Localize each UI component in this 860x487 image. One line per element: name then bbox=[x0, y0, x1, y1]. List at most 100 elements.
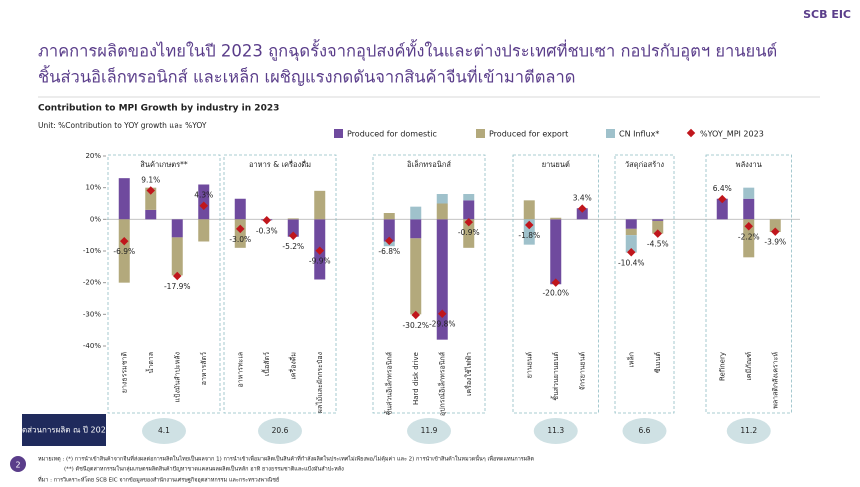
group-name: ยานยนต์ bbox=[542, 160, 570, 169]
x-tick-label: ซีเมนต์ bbox=[654, 352, 662, 374]
yoy-marker bbox=[120, 236, 129, 246]
chart-unit: Unit: %Contribution to YOY growth และ %Y… bbox=[38, 121, 207, 130]
bar-segment bbox=[287, 219, 299, 237]
yoy-label: 4.3% bbox=[194, 191, 213, 200]
share-ellipse bbox=[622, 418, 667, 444]
bar-segment bbox=[234, 219, 246, 248]
x-tick-label: เนื้อสัตว์ bbox=[260, 352, 271, 376]
bar-segment bbox=[625, 228, 637, 236]
bar-segment bbox=[436, 219, 448, 340]
bar-segment bbox=[625, 235, 637, 253]
x-tick-label: Refinery bbox=[718, 352, 726, 381]
y-tick-label: -30% bbox=[83, 310, 101, 318]
bar-segment bbox=[145, 209, 157, 220]
x-tick-label: น้ำตาล bbox=[144, 352, 155, 373]
yoy-label: -6.9% bbox=[113, 247, 135, 256]
yoy-marker bbox=[262, 216, 271, 225]
group-name: อิเล็กทรอนิกส์ bbox=[407, 159, 452, 169]
group-box bbox=[372, 154, 486, 414]
share-value: 11.3 bbox=[547, 426, 564, 435]
share-ellipse bbox=[726, 418, 771, 444]
x-tick-label: พลาสติกสังเคราะห์ bbox=[771, 352, 779, 409]
bar-segment bbox=[145, 187, 157, 210]
bar-segment bbox=[716, 198, 728, 220]
group-name: สินค้าเกษตร** bbox=[140, 160, 188, 169]
footer-note: ที่มา : การวิเคราะห์โดย SCB EIC จากข้อมู… bbox=[38, 476, 280, 484]
bar-segment bbox=[410, 219, 422, 239]
bar-segment bbox=[463, 219, 475, 248]
yoy-label: 9.1% bbox=[141, 176, 160, 185]
share-ellipse bbox=[258, 418, 302, 444]
yoy-marker bbox=[173, 271, 182, 281]
bar-segment bbox=[436, 194, 448, 204]
yoy-label: -3.9% bbox=[764, 238, 786, 247]
yoy-marker bbox=[146, 186, 155, 195]
yoy-label: -10.4% bbox=[618, 258, 645, 267]
legend-swatch bbox=[606, 129, 615, 138]
legend-swatch bbox=[476, 129, 485, 138]
x-tick-label: ชิ้นส่วนยานยนต์ bbox=[549, 352, 560, 401]
x-tick-label: จักรยานยนต์ bbox=[578, 352, 586, 391]
x-tick-label: ชิ้นส่วนอิเล็กทรอนิกส์ bbox=[382, 351, 393, 415]
bar-segment bbox=[436, 203, 448, 220]
x-tick-label: Hard disk drive bbox=[412, 352, 420, 405]
yoy-label: -0.3% bbox=[256, 226, 278, 235]
bar-segment bbox=[743, 198, 755, 220]
yoy-marker bbox=[411, 310, 420, 320]
bar-segment bbox=[550, 217, 562, 220]
y-tick-label: 20% bbox=[85, 152, 101, 160]
logo: SCB EIC bbox=[803, 8, 851, 21]
title-line: ภาคการผลิตของไทยในปี 2023 ถูกฉุดรั้งจากอ… bbox=[38, 39, 777, 62]
y-tick-label: 0% bbox=[90, 215, 101, 223]
share-value: 20.6 bbox=[272, 426, 289, 435]
bar-segment bbox=[118, 219, 130, 283]
footer-note: หมายเหตุ : (*) การนำเข้าสินค้าจากจีนที่ส… bbox=[38, 455, 534, 463]
share-value: 11.2 bbox=[740, 426, 757, 435]
x-tick-label: อาหารสัตว์ bbox=[200, 352, 208, 385]
y-tick-label: 10% bbox=[85, 184, 101, 192]
bar-segment bbox=[463, 194, 475, 201]
bar-segment bbox=[118, 178, 130, 220]
yoy-label: -5.2% bbox=[282, 242, 304, 251]
group-box bbox=[223, 154, 337, 414]
yoy-label: -3.0% bbox=[229, 235, 251, 244]
yoy-label: 3.4% bbox=[573, 194, 592, 203]
x-tick-label: ผลไม้และผักกระป๋อง bbox=[315, 352, 324, 413]
yoy-marker bbox=[464, 217, 473, 227]
bar-segment bbox=[463, 200, 475, 220]
legend-label: %YOY_MPI 2023 bbox=[700, 130, 764, 139]
y-tick-label: -20% bbox=[83, 279, 101, 287]
yoy-marker bbox=[438, 309, 447, 318]
legend-label: CN Influx* bbox=[619, 130, 659, 139]
group-box bbox=[614, 154, 675, 414]
yoy-marker bbox=[551, 278, 560, 287]
x-tick-label: เครื่องดื่ม bbox=[288, 352, 297, 380]
share-ellipse bbox=[533, 418, 578, 444]
bar-segment bbox=[576, 208, 588, 220]
bar-segment bbox=[383, 213, 395, 220]
share-ellipse bbox=[407, 418, 451, 444]
x-tick-label: ยานยนต์ bbox=[525, 352, 533, 379]
share-value: 4.1 bbox=[158, 426, 170, 435]
group-box bbox=[107, 154, 221, 414]
share-label: สัดส่วนการผลิต ณ ปี 2023 bbox=[17, 426, 111, 435]
x-tick-label: เหล็ก bbox=[626, 352, 635, 368]
yoy-marker bbox=[385, 236, 394, 246]
yoy-label: -4.5% bbox=[647, 240, 669, 249]
yoy-label: -6.8% bbox=[378, 247, 400, 256]
y-tick-label: -10% bbox=[83, 247, 101, 255]
group-name: วัสดุก่อสร้าง bbox=[625, 160, 665, 169]
x-tick-label: อาหารทะเล bbox=[236, 352, 244, 388]
bar-segment bbox=[171, 219, 183, 238]
bar-segment bbox=[198, 219, 210, 242]
yoy-label: -9.9% bbox=[309, 257, 331, 266]
bar-segment bbox=[234, 198, 246, 220]
yoy-marker bbox=[315, 246, 324, 255]
x-tick-label: เคมีภัณฑ์ bbox=[745, 352, 753, 381]
x-tick-label: เครื่องใช้ไฟฟ้า bbox=[464, 352, 473, 396]
yoy-label: -17.9% bbox=[164, 282, 191, 291]
x-tick-label: แป้งมันสำปะหลัง bbox=[173, 352, 181, 403]
chart-title: Contribution to MPI Growth by industry i… bbox=[38, 104, 279, 114]
group-box bbox=[705, 154, 792, 414]
